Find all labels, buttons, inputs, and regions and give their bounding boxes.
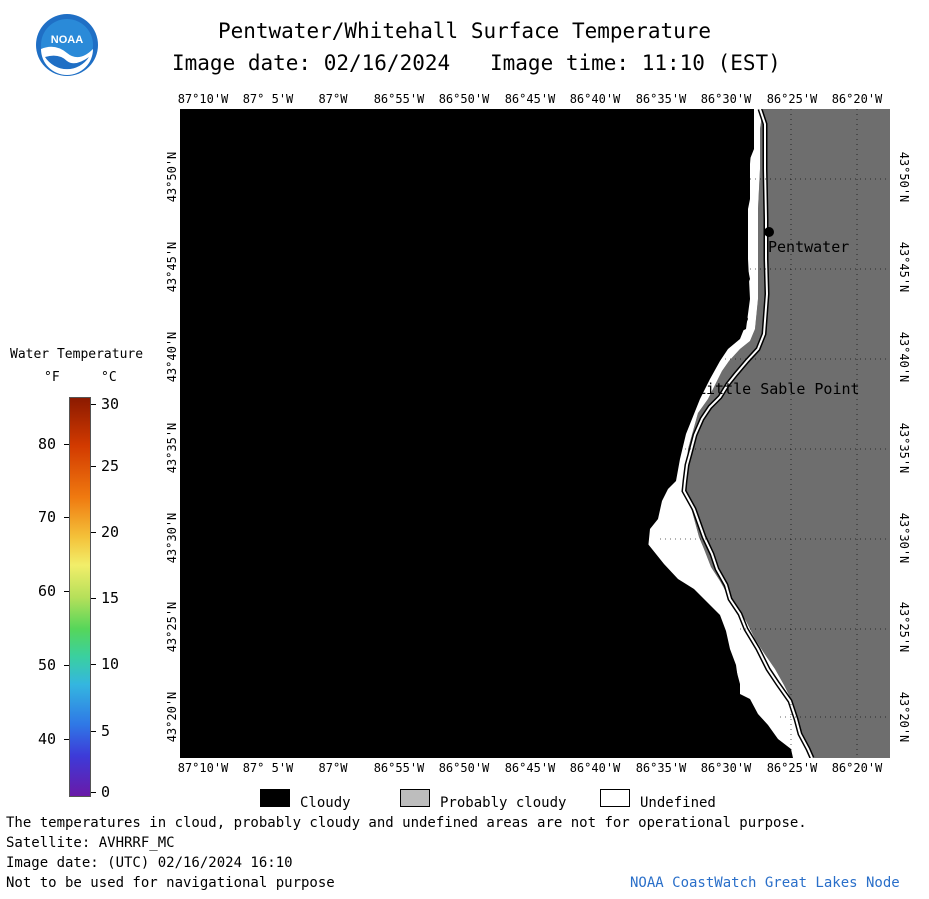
colorbar-tick-mark [91, 664, 96, 665]
footer-disclaimer: The temperatures in cloud, probably clou… [6, 815, 807, 831]
colorbar-tick-mark [64, 739, 69, 740]
lat-label-right: 43°45'N [897, 241, 911, 293]
lat-label-left: 43°20'N [165, 691, 179, 743]
colorbar-tick-mark [91, 731, 96, 732]
lon-label-bottom: 86°50'W [438, 761, 490, 775]
pentwater-marker [764, 227, 774, 237]
colorbar-tick-mark [91, 466, 96, 467]
lat-label-right: 43°35'N [897, 422, 911, 474]
lon-label-top: 87°W [318, 92, 348, 106]
lon-label-bottom: 87°10'W [177, 761, 229, 775]
colorbar-tick-mark [91, 532, 96, 533]
place-little-sable-point: Little Sable Point [697, 380, 860, 398]
lon-label-bottom: 87° 5'W [242, 761, 294, 775]
map-title: Pentwater/Whitehall Surface Temperature [217, 19, 712, 43]
logo-text: NOAA [51, 34, 83, 46]
footer-navigation-warning: Not to be used for navigational purpose [6, 875, 335, 891]
lon-label-bottom: 86°25'W [766, 761, 818, 775]
lon-label-bottom: 86°45'W [504, 761, 556, 775]
lon-label-top: 86°25'W [766, 92, 818, 106]
legend-swatch-cloudy [260, 789, 290, 807]
colorbar-tick-c: 10 [101, 655, 120, 673]
lat-label-left: 43°45'N [165, 241, 179, 293]
image-time: Image time: 11:10 (EST) [490, 51, 781, 75]
colorbar-tick-mark [64, 444, 69, 445]
lon-label-top: 86°40'W [569, 92, 621, 106]
lat-label-right: 43°50'N [897, 151, 911, 203]
lat-label-right: 43°30'N [897, 512, 911, 564]
colorbar-tick-f: 80 [38, 435, 57, 453]
colorbar-tick-c: 0 [101, 783, 111, 801]
lon-label-top: 86°50'W [438, 92, 490, 106]
lat-label-left: 43°30'N [165, 512, 179, 564]
colorbar-tick-mark [64, 517, 69, 518]
lon-label-top: 87°10'W [177, 92, 229, 106]
footer-satellite: Satellite: AVHRRF_MC [6, 835, 175, 851]
colorbar-tick-c: 25 [101, 457, 120, 475]
colorbar-tick-mark [64, 591, 69, 592]
lon-label-bottom: 86°40'W [569, 761, 621, 775]
place-pentwater: Pentwater [768, 238, 849, 256]
lon-label-top: 86°30'W [700, 92, 752, 106]
noaa-logo: NOAA [35, 13, 99, 77]
lon-label-top: 86°45'W [504, 92, 556, 106]
unit-celsius: °C [101, 370, 117, 385]
lat-label-right: 43°20'N [897, 691, 911, 743]
colorbar-tick-mark [91, 792, 96, 793]
colorbar-tick-f: 60 [38, 582, 57, 600]
lat-label-right: 43°25'N [897, 601, 911, 653]
legend-label-cloudy: Cloudy [300, 795, 351, 811]
lon-label-top: 86°55'W [373, 92, 425, 106]
colorbar [69, 397, 91, 797]
image-date: Image date: 02/16/2024 [172, 51, 451, 75]
lat-label-right: 43°40'N [897, 331, 911, 383]
legend-swatch-probably-cloudy [400, 789, 430, 807]
lon-label-top: 86°20'W [831, 92, 883, 106]
colorbar-tick-mark [91, 404, 96, 405]
little-sable-point-marker [688, 370, 698, 380]
unit-fahrenheit: °F [44, 370, 60, 385]
lat-label-left: 43°35'N [165, 422, 179, 474]
lat-label-left: 43°25'N [165, 601, 179, 653]
lon-label-bottom: 87°W [318, 761, 348, 775]
legend-label-probably-cloudy: Probably cloudy [440, 795, 567, 811]
colorbar-tick-f: 50 [38, 656, 57, 674]
lon-label-bottom: 86°20'W [831, 761, 883, 775]
lon-label-top: 86°35'W [635, 92, 687, 106]
lat-label-left: 43°40'N [165, 331, 179, 383]
colorbar-tick-c: 5 [101, 722, 111, 740]
temperature-map: Pentwater Little Sable Point [180, 109, 890, 758]
colorbar-tick-c: 20 [101, 523, 120, 541]
lon-label-bottom: 86°30'W [700, 761, 752, 775]
lat-label-left: 43°50'N [165, 151, 179, 203]
lon-label-bottom: 86°55'W [373, 761, 425, 775]
legend-label-undefined: Undefined [640, 795, 716, 811]
colorbar-title: Water Temperature [10, 347, 144, 362]
colorbar-tick-c: 15 [101, 589, 120, 607]
lon-label-top: 87° 5'W [242, 92, 294, 106]
colorbar-tick-mark [91, 598, 96, 599]
footer-utc-date: Image date: (UTC) 02/16/2024 16:10 [6, 855, 293, 871]
colorbar-tick-f: 40 [38, 730, 57, 748]
legend-swatch-undefined [600, 789, 630, 807]
lon-label-bottom: 86°35'W [635, 761, 687, 775]
land-area [685, 109, 890, 758]
footer-credit: NOAA CoastWatch Great Lakes Node [630, 875, 900, 891]
colorbar-tick-f: 70 [38, 508, 57, 526]
colorbar-tick-c: 30 [101, 395, 120, 413]
colorbar-tick-mark [64, 665, 69, 666]
